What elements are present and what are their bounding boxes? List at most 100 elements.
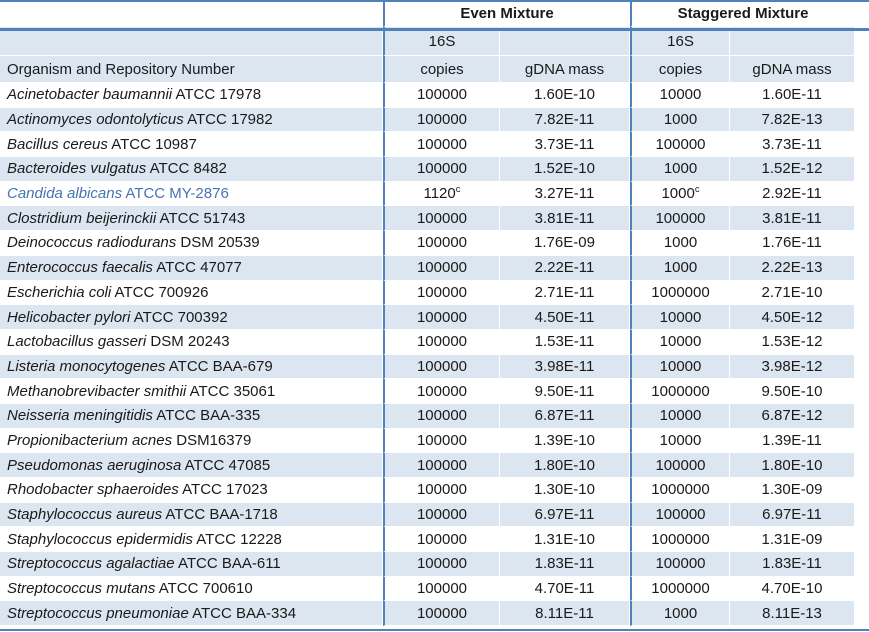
even-16s-copies-cell: 100000: [383, 428, 500, 454]
staggered-gdna-mass-cell: 3.73E-11: [730, 132, 855, 158]
even-gdna-mass-cell: 8.11E-11: [500, 601, 630, 627]
staggered-gdna-mass-cell: 2.71E-10: [730, 280, 855, 306]
even-gdna-mass-cell: 1.31E-10: [500, 527, 630, 553]
even-16s-copies-cell: 100000: [383, 601, 500, 627]
even-gdna-mass-cell: 1.76E-09: [500, 231, 630, 256]
staggered-gdna-mass-cell: 1.76E-11: [730, 231, 855, 256]
even-16s-copies-cell: 100000: [383, 502, 500, 528]
table-row: Deinococcus radiodurans DSM 20539 100000 1…: [0, 231, 855, 256]
even-gdna-mass-cell: 6.97E-11: [500, 502, 630, 528]
staggered-16s-copies-cell: 1000000: [630, 280, 730, 306]
organism-cell: Streptococcus pneumoniae ATCC BAA-334: [0, 601, 383, 627]
even-16s-copies-cell: 100000: [383, 403, 500, 429]
table-row: Propionibacterium acnes DSM16379 100000 1.…: [0, 428, 855, 454]
even-gdna-mass-cell: 1.30E-10: [500, 478, 630, 503]
staggered-16s-copies-cell: 10000: [630, 403, 730, 429]
staggered-gdna-mass-cell: 8.11E-13: [730, 601, 855, 627]
even-gdna-mass-cell: 1.53E-11: [500, 329, 630, 355]
even-16s-copies-cell: 100000: [383, 280, 500, 306]
table-row: Escherichia coli ATCC 700926 100000 2.71E-…: [0, 280, 855, 306]
organism-cell: Bacillus cereus ATCC 10987: [0, 132, 383, 158]
even-16s-copies-cell: 100000: [383, 552, 500, 577]
organism-cell: Escherichia coli ATCC 700926: [0, 280, 383, 306]
table-row: Streptococcus agalactiae ATCC BAA-611 100…: [0, 552, 855, 577]
table-row: Streptococcus mutans ATCC 700610 100000 4.…: [0, 576, 855, 602]
even-gdna-mass-cell: 1.60E-10: [500, 83, 630, 108]
staggered-gdna-mass-cell: 4.70E-10: [730, 576, 855, 602]
staggered-16s-copies-cell: 1000000: [630, 576, 730, 602]
even-16s-copies-cell: 1120c: [383, 181, 500, 207]
staggered-copies-column-header: copies: [630, 56, 730, 83]
even-gdna-column-header: gDNA mass: [500, 56, 630, 83]
organism-cell: Deinococcus radiodurans DSM 20539: [0, 231, 383, 256]
table-row: Staphylococcus epidermidis ATCC 12228 100…: [0, 527, 855, 553]
even-gdna-mass-cell: 1.52E-10: [500, 157, 630, 182]
staggered-gdna-mass-cell: 2.92E-11: [730, 181, 855, 207]
staggered-16s-copies-cell: 10000: [630, 428, 730, 454]
empty-corner-cell: [0, 0, 383, 27]
even-16s-copies-cell: 100000: [383, 379, 500, 404]
column-labels-row: Organism and Repository Number copies gD…: [0, 56, 855, 83]
even-gdna-mass-cell: 3.73E-11: [500, 132, 630, 158]
even-16s-copies-cell: 100000: [383, 157, 500, 182]
organism-cell: Streptococcus agalactiae ATCC BAA-611: [0, 552, 383, 577]
staggered-gdna-mass-cell: 9.50E-10: [730, 379, 855, 404]
staggered-gdna-mass-cell: 3.98E-12: [730, 354, 855, 380]
organism-cell: Acinetobacter baumannii ATCC 17978: [0, 83, 383, 108]
table-row: Staphylococcus aureus ATCC BAA-1718 10000…: [0, 502, 855, 528]
staggered-gdna-mass-cell: 2.22E-13: [730, 255, 855, 281]
staggered-16s-copies-cell: 10000: [630, 329, 730, 355]
organism-cell: Staphylococcus aureus ATCC BAA-1718: [0, 502, 383, 528]
even-16s-copies-cell: 100000: [383, 329, 500, 355]
staggered-16s-label: 16S: [630, 27, 730, 56]
staggered-gdna-mass-cell: 1.52E-12: [730, 157, 855, 182]
staggered-16s-copies-cell: 1000: [630, 157, 730, 182]
even-16s-copies-cell: 100000: [383, 453, 500, 478]
even-gdna-mass-cell: 3.98E-11: [500, 354, 630, 380]
organism-cell: Bacteroides vulgatus ATCC 8482: [0, 157, 383, 182]
even-gdna-mass-cell: 1.83E-11: [500, 552, 630, 577]
staggered-16s-copies-cell: 1000c: [630, 181, 730, 207]
staggered-gdna-mass-cell: 1.80E-10: [730, 453, 855, 478]
organism-cell: Helicobacter pylori ATCC 700392: [0, 305, 383, 330]
even-16s-copies-cell: 100000: [383, 231, 500, 256]
even-gdna-mass-cell: 2.22E-11: [500, 255, 630, 281]
organism-cell: Candida albicans ATCC MY-2876: [0, 181, 383, 207]
staggered-16s-copies-cell: 1000: [630, 601, 730, 627]
staggered-mixture-group-header: Staggered Mixture: [630, 0, 855, 27]
even-copies-column-header: copies: [383, 56, 500, 83]
staggered-16s-copies-cell: 100000: [630, 206, 730, 232]
organism-cell: Propionibacterium acnes DSM16379: [0, 428, 383, 454]
staggered-16s-copies-cell: 100000: [630, 453, 730, 478]
staggered-16s-copies-cell: 100000: [630, 132, 730, 158]
organism-cell: Listeria monocytogenes ATCC BAA-679: [0, 354, 383, 380]
staggered-16s-copies-cell: 100000: [630, 552, 730, 577]
staggered-16s-copies-cell: 1000: [630, 255, 730, 281]
organism-cell: Pseudomonas aeruginosa ATCC 47085: [0, 453, 383, 478]
even-16s-copies-cell: 100000: [383, 478, 500, 503]
table-row: Streptococcus pneumoniae ATCC BAA-334 100…: [0, 601, 855, 627]
even-16s-copies-cell: 100000: [383, 305, 500, 330]
even-16s-copies-cell: 100000: [383, 354, 500, 380]
even-16s-label: 16S: [383, 27, 500, 56]
table-row: Listeria monocytogenes ATCC BAA-679 10000…: [0, 354, 855, 380]
staggered-16s-copies-cell: 10000: [630, 354, 730, 380]
staggered-16s-copies-cell: 10000: [630, 305, 730, 330]
even-gdna-mass-cell: 3.27E-11: [500, 181, 630, 207]
table-bottom-border: [0, 629, 869, 631]
table-row: Actinomyces odontolyticus ATCC 17982 1000…: [0, 107, 855, 133]
even-gdna-mass-cell: 1.39E-10: [500, 428, 630, 454]
staggered-gdna-mass-cell: 1.39E-11: [730, 428, 855, 454]
even-gdna-mass-cell: 4.50E-11: [500, 305, 630, 330]
table-row: Neisseria meningitidis ATCC BAA-335 10000…: [0, 403, 855, 429]
staggered-gdna-mass-cell: 4.50E-12: [730, 305, 855, 330]
even-gdna-mass-cell: 2.71E-11: [500, 280, 630, 306]
organism-column-header: Organism and Repository Number: [0, 56, 383, 83]
even-gdna-mass-cell: 7.82E-11: [500, 107, 630, 133]
table-top-border: [0, 0, 869, 2]
empty-cell: [500, 27, 630, 56]
header-divider-line: [0, 28, 869, 31]
staggered-gdna-mass-cell: 6.87E-12: [730, 403, 855, 429]
even-gdna-mass-cell: 4.70E-11: [500, 576, 630, 602]
table-row: Lactobacillus gasseri DSM 20243 100000 1.5…: [0, 329, 855, 355]
